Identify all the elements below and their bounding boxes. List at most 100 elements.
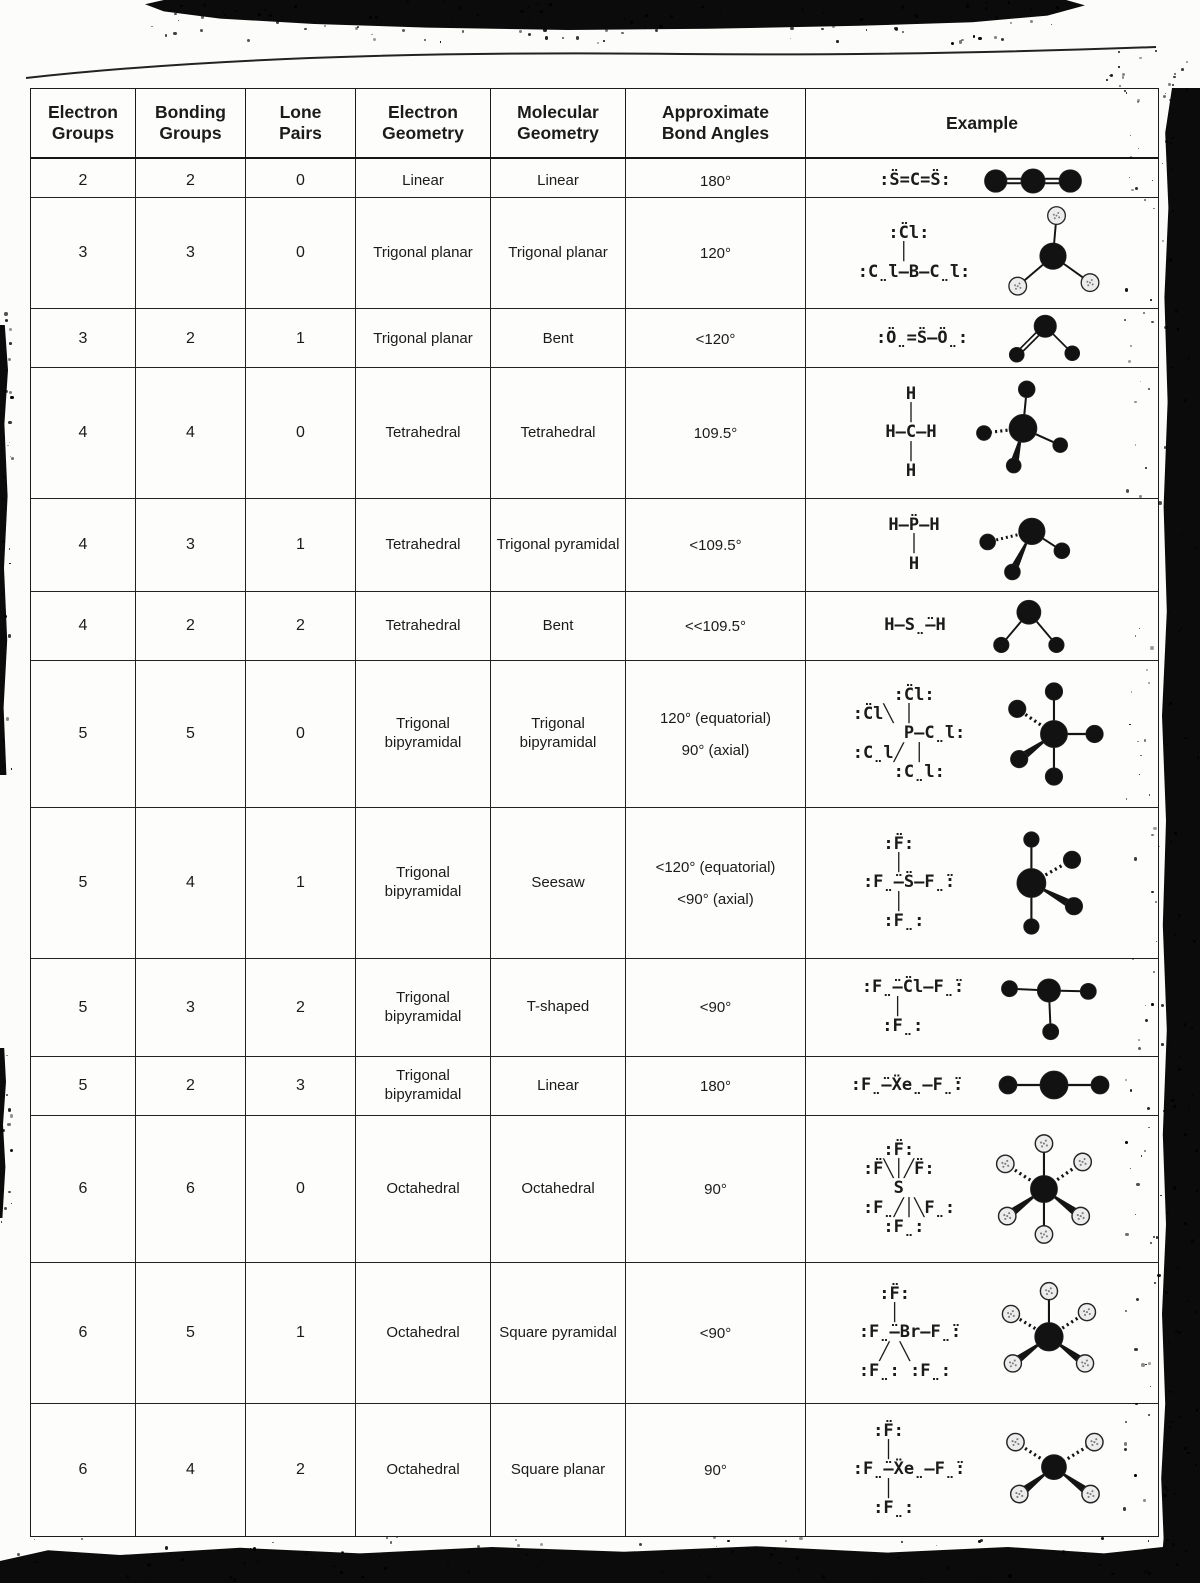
speckle-dot [985,7,988,11]
speckle-dot [173,32,177,36]
speckle-dot [1148,387,1151,390]
speckle-dot [836,40,840,43]
speckle-dot [951,41,955,45]
electron-geometry-cell: Trigonal bipyramidal [356,808,491,958]
speckle-dot [746,1547,750,1551]
table-row: 3 2 1 Trigonal planar Bent <120° :Ö̤=S̈… [31,309,1158,369]
speckle-dot [920,1577,923,1580]
speckle-dot [1177,1067,1181,1072]
speckle-dot [467,1571,470,1574]
molecule-model-svg [983,168,1082,194]
speckle-dot [1135,1402,1138,1406]
molecular-geometry-cell: Linear [491,159,626,203]
speckle-dot [461,30,465,34]
speckle-dot [191,3,193,6]
model-figure [995,676,1111,792]
bond-angle-line: 90° (axial) [681,741,750,759]
speckle-dot [1185,497,1188,500]
electron-groups-cell: 3 [31,198,136,308]
speckle-dot [340,1571,344,1575]
speckle-dot [476,13,479,17]
speckle-dot [1144,466,1147,470]
speckle-dot [1134,400,1137,404]
speckle-dot [1165,1251,1167,1254]
speckle-dot [515,1539,517,1541]
speckle-dot [1121,76,1125,79]
speckle-dot [720,9,722,11]
speckle-dot [977,1540,981,1543]
speckle-dot [800,7,805,11]
speckle-dot [34,1560,38,1564]
speckle-dot [1138,495,1142,498]
lewis-structure: :F̤̈—Ẍe̤—F̤̈: [850,1075,964,1096]
speckle-dot [2,741,5,744]
speckle-dot [1195,1148,1199,1152]
speckle-dot [1193,939,1197,943]
molecule-model-svg [1016,831,1084,935]
bonding-groups-cell: 2 [136,159,246,203]
speckle-dot [5,1093,9,1097]
speckle-dot [476,1544,481,1549]
speckle-dot [275,20,279,24]
speckle-dot [1110,73,1114,77]
speckle-dot [10,456,14,460]
speckle-dot [1168,1390,1170,1393]
speckle-dot [860,18,864,22]
column-header-example: Example [946,112,1018,133]
speckle-dot [180,4,183,7]
speckle-dot [150,1578,153,1581]
example-cell: H │ H—C—H │ H [806,368,1158,498]
bond-angle-line: 180° [699,1077,732,1095]
speckle-dot [1188,1358,1192,1362]
speckle-dot [1169,142,1173,145]
lewis-structure: H—S̤̈—H [884,615,946,636]
speckle-dot [789,37,792,39]
bond-angles-cell: 180° [626,1057,806,1115]
speckle-dot [983,1577,985,1580]
speckle-dot [575,36,580,40]
speckle-dot [1187,1452,1190,1455]
speckle-dot [252,1547,257,1551]
speckle-dot [1151,833,1154,836]
molecule-model-svg [1008,682,1104,786]
speckle-dot [1173,783,1176,785]
speckle-dot [770,1552,774,1556]
speckle-dot [1155,1236,1158,1239]
speckle-dot [669,14,673,19]
speckle-dot [1007,0,1011,4]
table-row: 6 5 1 Octahedral Square pyramidal <90° :… [31,1263,1158,1404]
speckle-dot [1164,1291,1168,1295]
speckle-dot [324,24,327,27]
speckle-dot [4,312,8,316]
speckle-dot [1125,1140,1129,1144]
speckle-dot [1158,501,1162,505]
speckle-dot [7,357,11,361]
speckle-dot [1164,93,1166,95]
speckle-dot [10,1114,14,1118]
speckle-dot [961,38,964,42]
speckle-dot [424,39,427,42]
speckle-dot [528,33,532,37]
speckle-dot [5,717,9,721]
speckle-dot [1166,1538,1169,1542]
bond-angles-cell: 90° [626,1404,806,1536]
lone-pairs-cell: 0 [246,1116,356,1262]
electron-geometry-cell: Linear [356,159,491,203]
speckle-dot [2,498,4,500]
lone-pairs-cell: 3 [246,1057,356,1115]
bond-angles-cell: <120° (equatorial) <90° (axial) [626,808,806,958]
speckle-dot [1186,88,1189,91]
speckle-dot [1169,168,1172,171]
bond-angle-line: 90° [704,1180,727,1198]
speckle-dot [1137,740,1139,743]
speckle-dot [1135,1213,1137,1215]
electron-groups-cell: 4 [31,499,136,591]
speckle-dot [1165,743,1168,747]
speckle-dot [10,768,12,770]
electron-geometry-cell: Trigonal bipyramidal [356,959,491,1056]
bond-angles-cell: 120° [626,198,806,308]
bonding-groups-cell: 4 [136,808,246,958]
speckle-dot [3,614,8,619]
speckle-dot [1147,1413,1151,1417]
